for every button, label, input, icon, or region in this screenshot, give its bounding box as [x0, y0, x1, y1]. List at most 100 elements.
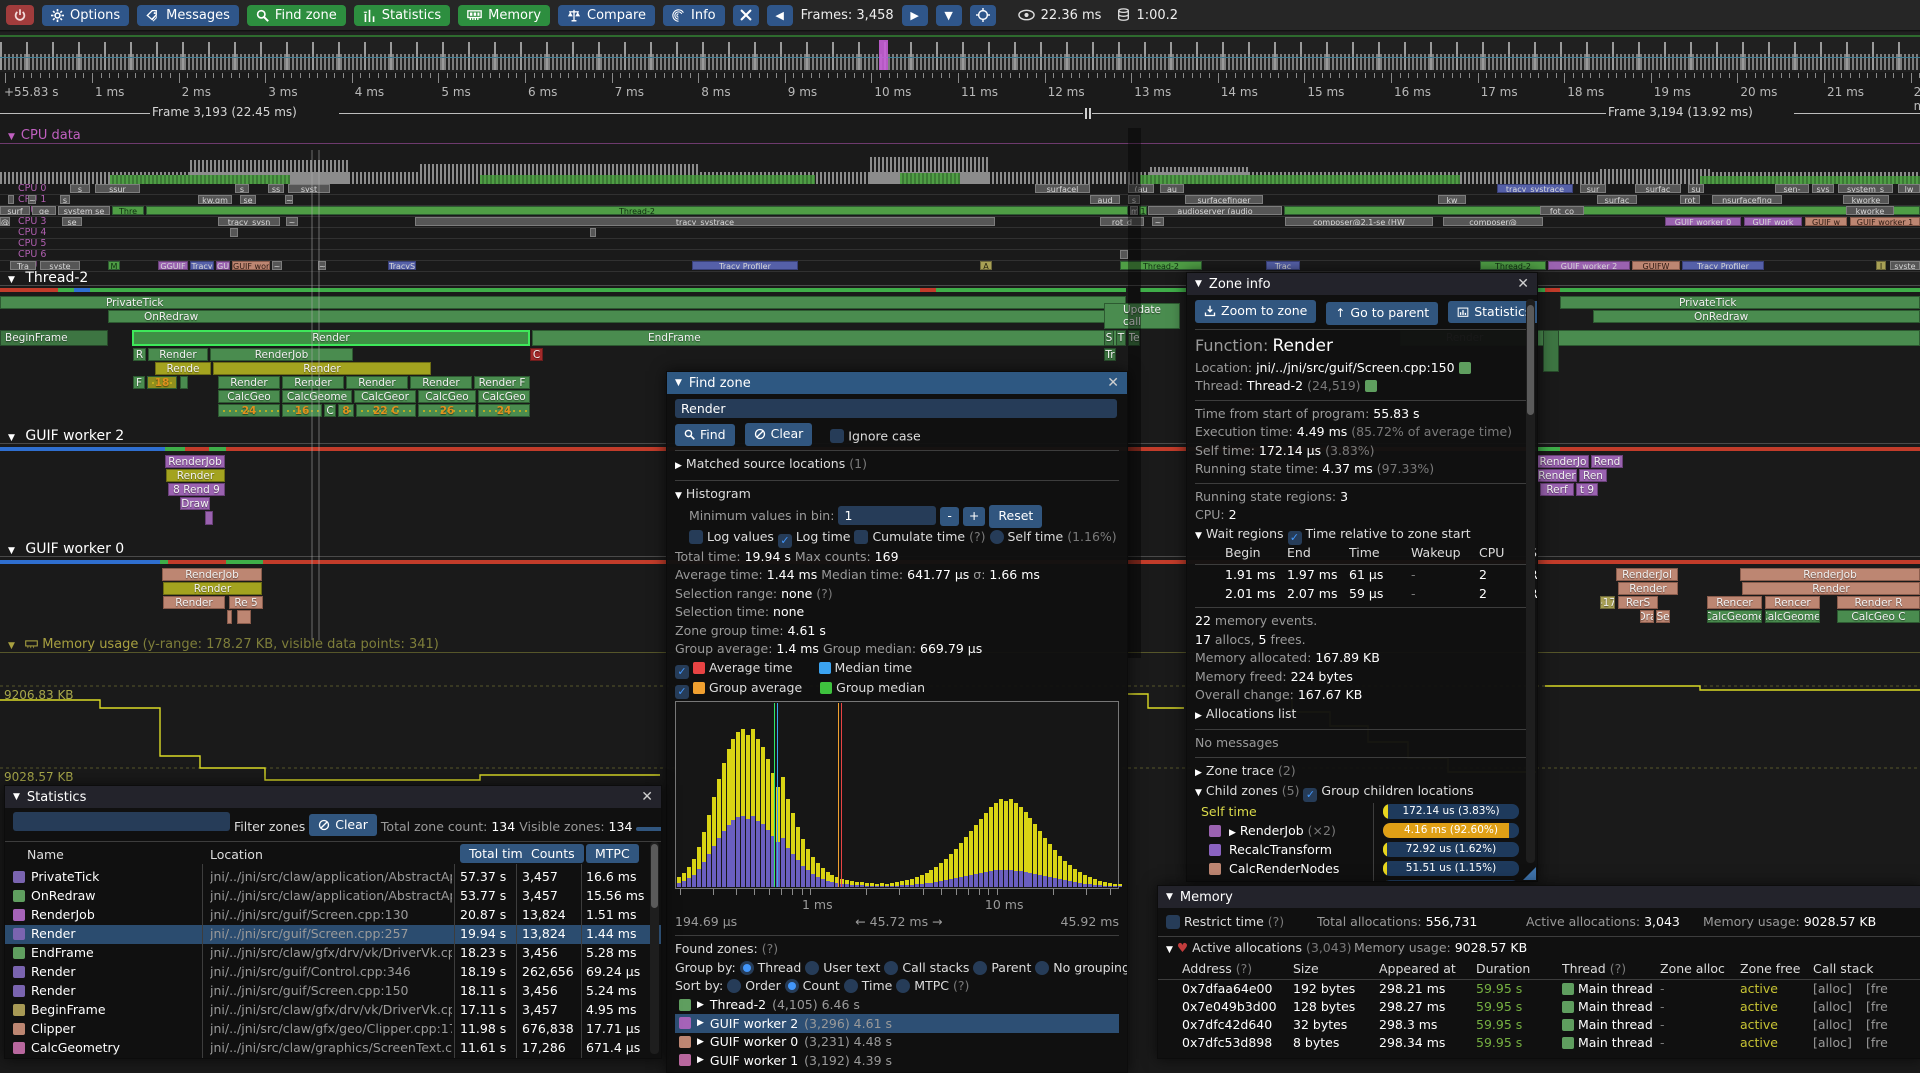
close-icon[interactable]: ✕ [1517, 276, 1529, 292]
cpu-data-header[interactable]: ▼CPU data [0, 128, 1920, 144]
resize-grip[interactable] [1523, 867, 1536, 880]
trace-zone[interactable]: -17 [1600, 596, 1615, 609]
trace-zone[interactable]: PrivateTick [1560, 296, 1920, 309]
compare-button[interactable]: Compare [558, 5, 655, 26]
trace-zone[interactable]: Rencer [1765, 596, 1820, 609]
cpu-zone[interactable]: M [108, 261, 120, 270]
clear-filter-button[interactable]: Clear [309, 814, 377, 837]
frames-overview-strip[interactable] [0, 32, 1920, 72]
cpu-zone[interactable]: se [240, 195, 256, 204]
frame-label[interactable]: Frame 3,193 (22.45 ms) [152, 105, 297, 119]
go-to-parent-button[interactable]: ↑Go to parent [1326, 302, 1438, 325]
trace-zone[interactable]: Re 5 [229, 596, 263, 609]
radio-order[interactable] [727, 979, 741, 993]
avg-line-checkbox[interactable]: ✓ [675, 665, 689, 679]
trace-zone[interactable]: 8 Rend 9 [168, 483, 225, 496]
cpu-zone[interactable]: composer@ [1443, 217, 1543, 226]
trace-zone[interactable]: Render R [1837, 596, 1920, 609]
cpu-zone[interactable]: Tracy [190, 261, 214, 270]
log-time-checkbox[interactable]: ✓ [778, 534, 792, 548]
trace-zone[interactable]: OnRedraw [108, 310, 1126, 323]
cpu-zone[interactable]: Trac [1266, 261, 1300, 270]
cpu-zone[interactable]: ss [268, 184, 284, 193]
radio-call-stacks[interactable] [884, 961, 898, 975]
cpu-zone[interactable]: ~ [285, 195, 293, 204]
zone-info-scrollbar[interactable] [1526, 299, 1535, 863]
cpu-zone[interactable]: Tra [10, 261, 36, 270]
trace-zone[interactable]: CalcGeomet [1765, 610, 1820, 623]
memory-col-header[interactable]: Call stack [1813, 961, 1874, 976]
cpu-zone[interactable]: se [62, 217, 82, 226]
cpu-zone[interactable]: tracy_systrace [1497, 184, 1573, 193]
cpu-zone[interactable]: kw.gm [198, 195, 232, 204]
found-zone-row[interactable]: ▶GUIF worker 2(3,296) 4.61 s [675, 1014, 1119, 1033]
zone-info-titlebar[interactable]: ▼Zone info✕ [1187, 273, 1537, 295]
trace-zone[interactable]: T [1116, 330, 1126, 346]
cpu-zone[interactable]: Tracy Profiler [692, 261, 798, 270]
sort-counts-button[interactable]: Counts [522, 844, 584, 863]
trace-zone[interactable]: Render [1618, 582, 1678, 595]
cpu-zone[interactable]: Thread-2 [1480, 261, 1546, 270]
cpu-zone[interactable]: Thre [112, 206, 144, 215]
trace-zone[interactable]: RenderJob [162, 568, 262, 581]
trace-zone[interactable]: Render F [474, 376, 530, 389]
radio-parent[interactable] [973, 961, 987, 975]
cpu-zone[interactable]: ge [32, 206, 56, 215]
trace-zone[interactable]: Update call [1104, 303, 1180, 329]
cpu-zone[interactable]: au [1160, 184, 1184, 193]
trace-zone[interactable]: Draw [180, 497, 210, 510]
plus-button[interactable]: + [963, 507, 985, 526]
cpu-zone[interactable]: A [980, 261, 992, 270]
find-zone-search-input[interactable]: Render [675, 399, 1117, 418]
trace-zone[interactable]: CalcGeor [354, 390, 416, 403]
trace-zone[interactable]: 16 [282, 404, 322, 417]
power-button[interactable] [6, 5, 34, 25]
trace-zone[interactable]: CalcGeome [1707, 610, 1762, 623]
memory-col-header[interactable]: Address (?) [1182, 961, 1252, 976]
trace-zone[interactable]: Rende [155, 362, 211, 375]
cpu-zone[interactable]: @ [0, 217, 10, 226]
messages-button[interactable]: Messages [137, 5, 239, 26]
cpu-zone[interactable]: ssur [95, 184, 140, 193]
trace-zone[interactable]: CalcGeome [282, 390, 352, 403]
cpu-zone[interactable]: nsurfacefing [1712, 195, 1782, 204]
cpu-zone[interactable]: rot [1680, 195, 1700, 204]
group-children-checkbox[interactable]: ✓ [1303, 788, 1317, 802]
cpu-zone[interactable] [1120, 250, 1128, 259]
clear-button[interactable]: Clear [745, 423, 813, 446]
sort-total-time-button[interactable]: Total time [460, 844, 528, 863]
cpu-zone[interactable]: I [1876, 261, 1886, 270]
statistics-scrollbar[interactable] [650, 842, 659, 1054]
cpu-zone[interactable]: s [60, 195, 70, 204]
trace-zone[interactable]: CalcGeo [218, 390, 280, 403]
radio-thread[interactable] [740, 961, 754, 975]
memory-col-header[interactable]: Duration [1476, 961, 1530, 976]
trace-zone[interactable]: Render [148, 348, 208, 361]
histogram-section[interactable]: Histogram [686, 486, 751, 501]
child-zone-row[interactable]: Self time 172.14 us (3.83%) [1195, 803, 1529, 822]
options-button[interactable]: Options [42, 5, 129, 26]
cpu-zone[interactable]: ~ [28, 195, 36, 204]
child-zones-section[interactable]: Child zones [1206, 783, 1278, 798]
radio-no-grouping[interactable] [1035, 961, 1049, 975]
trace-zone[interactable]: EndFrame [532, 330, 1126, 346]
child-zone-row[interactable]: CalcRenderNodes 51.51 us (1.15%) [1195, 860, 1529, 879]
cpu-zone[interactable]: sen- [1775, 184, 1809, 193]
cpu-zone[interactable] [8, 195, 14, 204]
cpu-zone[interactable]: GUIFW [1632, 261, 1680, 270]
trace-zone[interactable]: 8 [338, 404, 354, 417]
found-zone-row[interactable]: ▶GUIF worker 1(3,192) 4.39 s [675, 1051, 1119, 1070]
trace-zone[interactable]: CalcGeo [418, 390, 476, 403]
cpu-zone[interactable]: surfacefinger [1185, 195, 1263, 204]
trace-zone[interactable]: 26 [418, 404, 476, 417]
cpu-zone[interactable]: Tracy Profiler [1682, 261, 1764, 270]
crosshair-button[interactable] [970, 5, 996, 26]
trace-zone[interactable]: RenderJo [1537, 455, 1589, 468]
cpu-zone[interactable]: GUIF wor [232, 261, 270, 270]
